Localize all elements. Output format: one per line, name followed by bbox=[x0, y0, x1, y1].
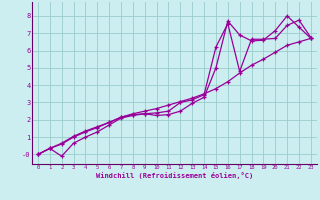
X-axis label: Windchill (Refroidissement éolien,°C): Windchill (Refroidissement éolien,°C) bbox=[96, 172, 253, 179]
